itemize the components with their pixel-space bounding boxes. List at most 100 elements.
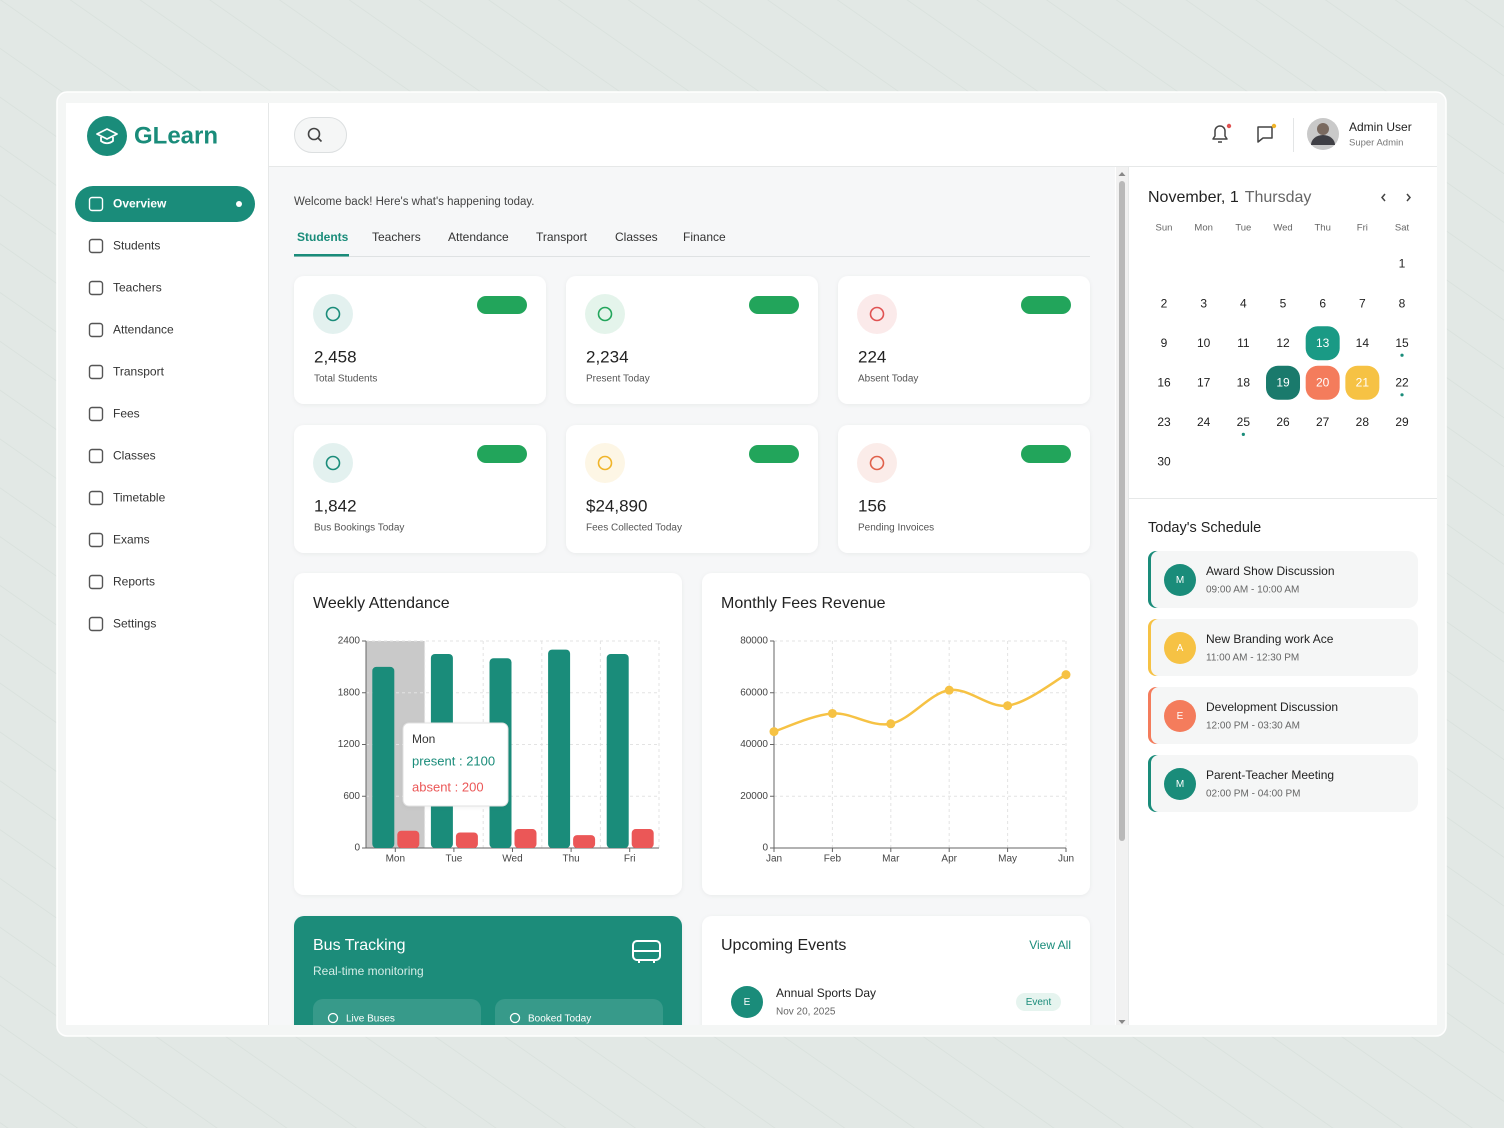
tab[interactable]: Classes [615,230,658,244]
weekday-label: Sat [1395,223,1410,234]
nav-label: Exams [113,533,150,547]
user-name: Admin User [1349,120,1412,134]
day[interactable]: 5 [1280,296,1287,310]
day[interactable]: 16 [1157,375,1171,389]
stat-label: Bus Bookings Today [314,523,404,534]
nav-icon [88,364,104,380]
day[interactable]: 17 [1197,375,1211,389]
day[interactable]: 26 [1276,415,1290,429]
y-tick-label: 2400 [338,636,361,647]
point [944,685,954,695]
schedule-item-title: Development Discussion [1206,700,1338,714]
nav-item[interactable]: Students [88,238,161,254]
schedule-item[interactable]: M Parent-Teacher Meeting 02:00 PM - 04:00 … [1148,755,1418,812]
search[interactable] [294,117,347,153]
nav-item[interactable]: Timetable [88,491,166,506]
x-tick-label: Wed [502,854,522,865]
events-link[interactable]: View All [1029,938,1071,952]
stat-card: 224 Absent Today [838,276,1090,404]
y-tick-label: 600 [343,791,360,802]
stat-card: 2,234 Present Today [566,276,818,404]
y-tick-label: 20000 [740,791,768,802]
stat-label: Present Today [586,374,650,385]
next-month[interactable] [1406,193,1411,202]
bus-title: Bus Tracking [313,937,405,954]
tooltip-title: Mon [412,732,435,746]
bar [455,832,478,848]
day[interactable]: 25 [1237,415,1251,429]
schedule-bg [1148,687,1418,744]
x-tick-label: May [998,854,1017,865]
day[interactable]: 18 [1237,375,1251,389]
weekday-label: Thu [1314,223,1330,234]
notifications[interactable] [1212,123,1232,143]
day[interactable]: 23 [1157,415,1171,429]
prev-month[interactable] [1381,193,1386,202]
nav-item[interactable]: Fees [88,407,140,422]
day-highlight [1305,365,1340,400]
day[interactable]: 27 [1316,415,1330,429]
day[interactable]: 14 [1356,336,1370,350]
day[interactable]: 22 [1395,375,1409,389]
schedule-avatar [1164,564,1196,596]
nav-icon [88,616,104,632]
stat-pill [1021,445,1071,463]
nav-item[interactable]: Transport [88,364,165,380]
logo [87,116,127,156]
day-highlight [1345,365,1380,400]
day[interactable]: 20 [1316,375,1330,389]
day[interactable]: 10 [1197,336,1211,350]
bus-stat-label: Booked Today [528,1014,591,1025]
schedule-item[interactable]: M Award Show Discussion 09:00 AM - 10:00 A… [1148,551,1418,608]
day[interactable]: 12 [1276,336,1290,350]
day[interactable]: 19 [1276,375,1290,389]
stat-icon [325,455,341,471]
tab[interactable]: Teachers [372,230,421,244]
x-tick-label: Tue [445,854,462,865]
nav-item[interactable]: Exams [88,533,150,548]
tab[interactable]: Attendance [448,230,509,244]
day[interactable]: 2 [1161,296,1168,310]
day[interactable]: 30 [1157,455,1171,469]
nav-item[interactable]: Overview [75,186,255,222]
tab[interactable]: Transport [536,230,588,244]
weekday-label: Tue [1235,223,1251,234]
nav-item[interactable]: Classes [88,449,156,464]
tab[interactable]: Students [297,230,349,244]
schedule-item[interactable]: A New Branding work Ace 11:00 AM - 12:30 P… [1148,619,1418,676]
day[interactable]: 9 [1161,336,1168,350]
day[interactable]: 29 [1395,415,1409,429]
day[interactable]: 7 [1359,296,1366,310]
nav-item[interactable]: Settings [88,616,157,632]
nav-item[interactable]: Teachers [88,281,162,296]
day[interactable]: 6 [1319,296,1326,310]
day[interactable]: 1 [1399,257,1406,271]
nav-item[interactable]: Reports [88,575,156,590]
stat-icon-bg [313,294,353,334]
day[interactable]: 8 [1399,296,1406,310]
day[interactable]: 4 [1240,296,1247,310]
day-dot [1400,353,1404,357]
schedule-bg [1148,755,1418,812]
day[interactable]: 13 [1316,336,1330,350]
nav-label: Reports [113,575,155,589]
schedule-title: Today's Schedule [1148,520,1261,536]
day[interactable]: 21 [1356,375,1370,389]
day[interactable]: 11 [1237,336,1250,350]
day[interactable]: 3 [1200,296,1207,310]
schedule-avatar [1164,632,1196,664]
day[interactable]: 24 [1197,415,1211,429]
messages[interactable] [1257,123,1277,143]
stat-icon-bg [857,443,897,483]
schedule-item[interactable]: E Development Discussion 12:00 PM - 03:30 … [1148,687,1418,744]
stat-icon [597,455,613,471]
chart-card [702,573,1090,895]
day[interactable]: 28 [1356,415,1370,429]
avatar[interactable] [1307,118,1339,150]
tab[interactable]: Finance [683,230,726,244]
events-title: Upcoming Events [721,937,846,954]
day[interactable]: 15 [1395,336,1409,350]
nav-item[interactable]: Attendance [88,323,175,338]
nav-icon [88,238,104,254]
